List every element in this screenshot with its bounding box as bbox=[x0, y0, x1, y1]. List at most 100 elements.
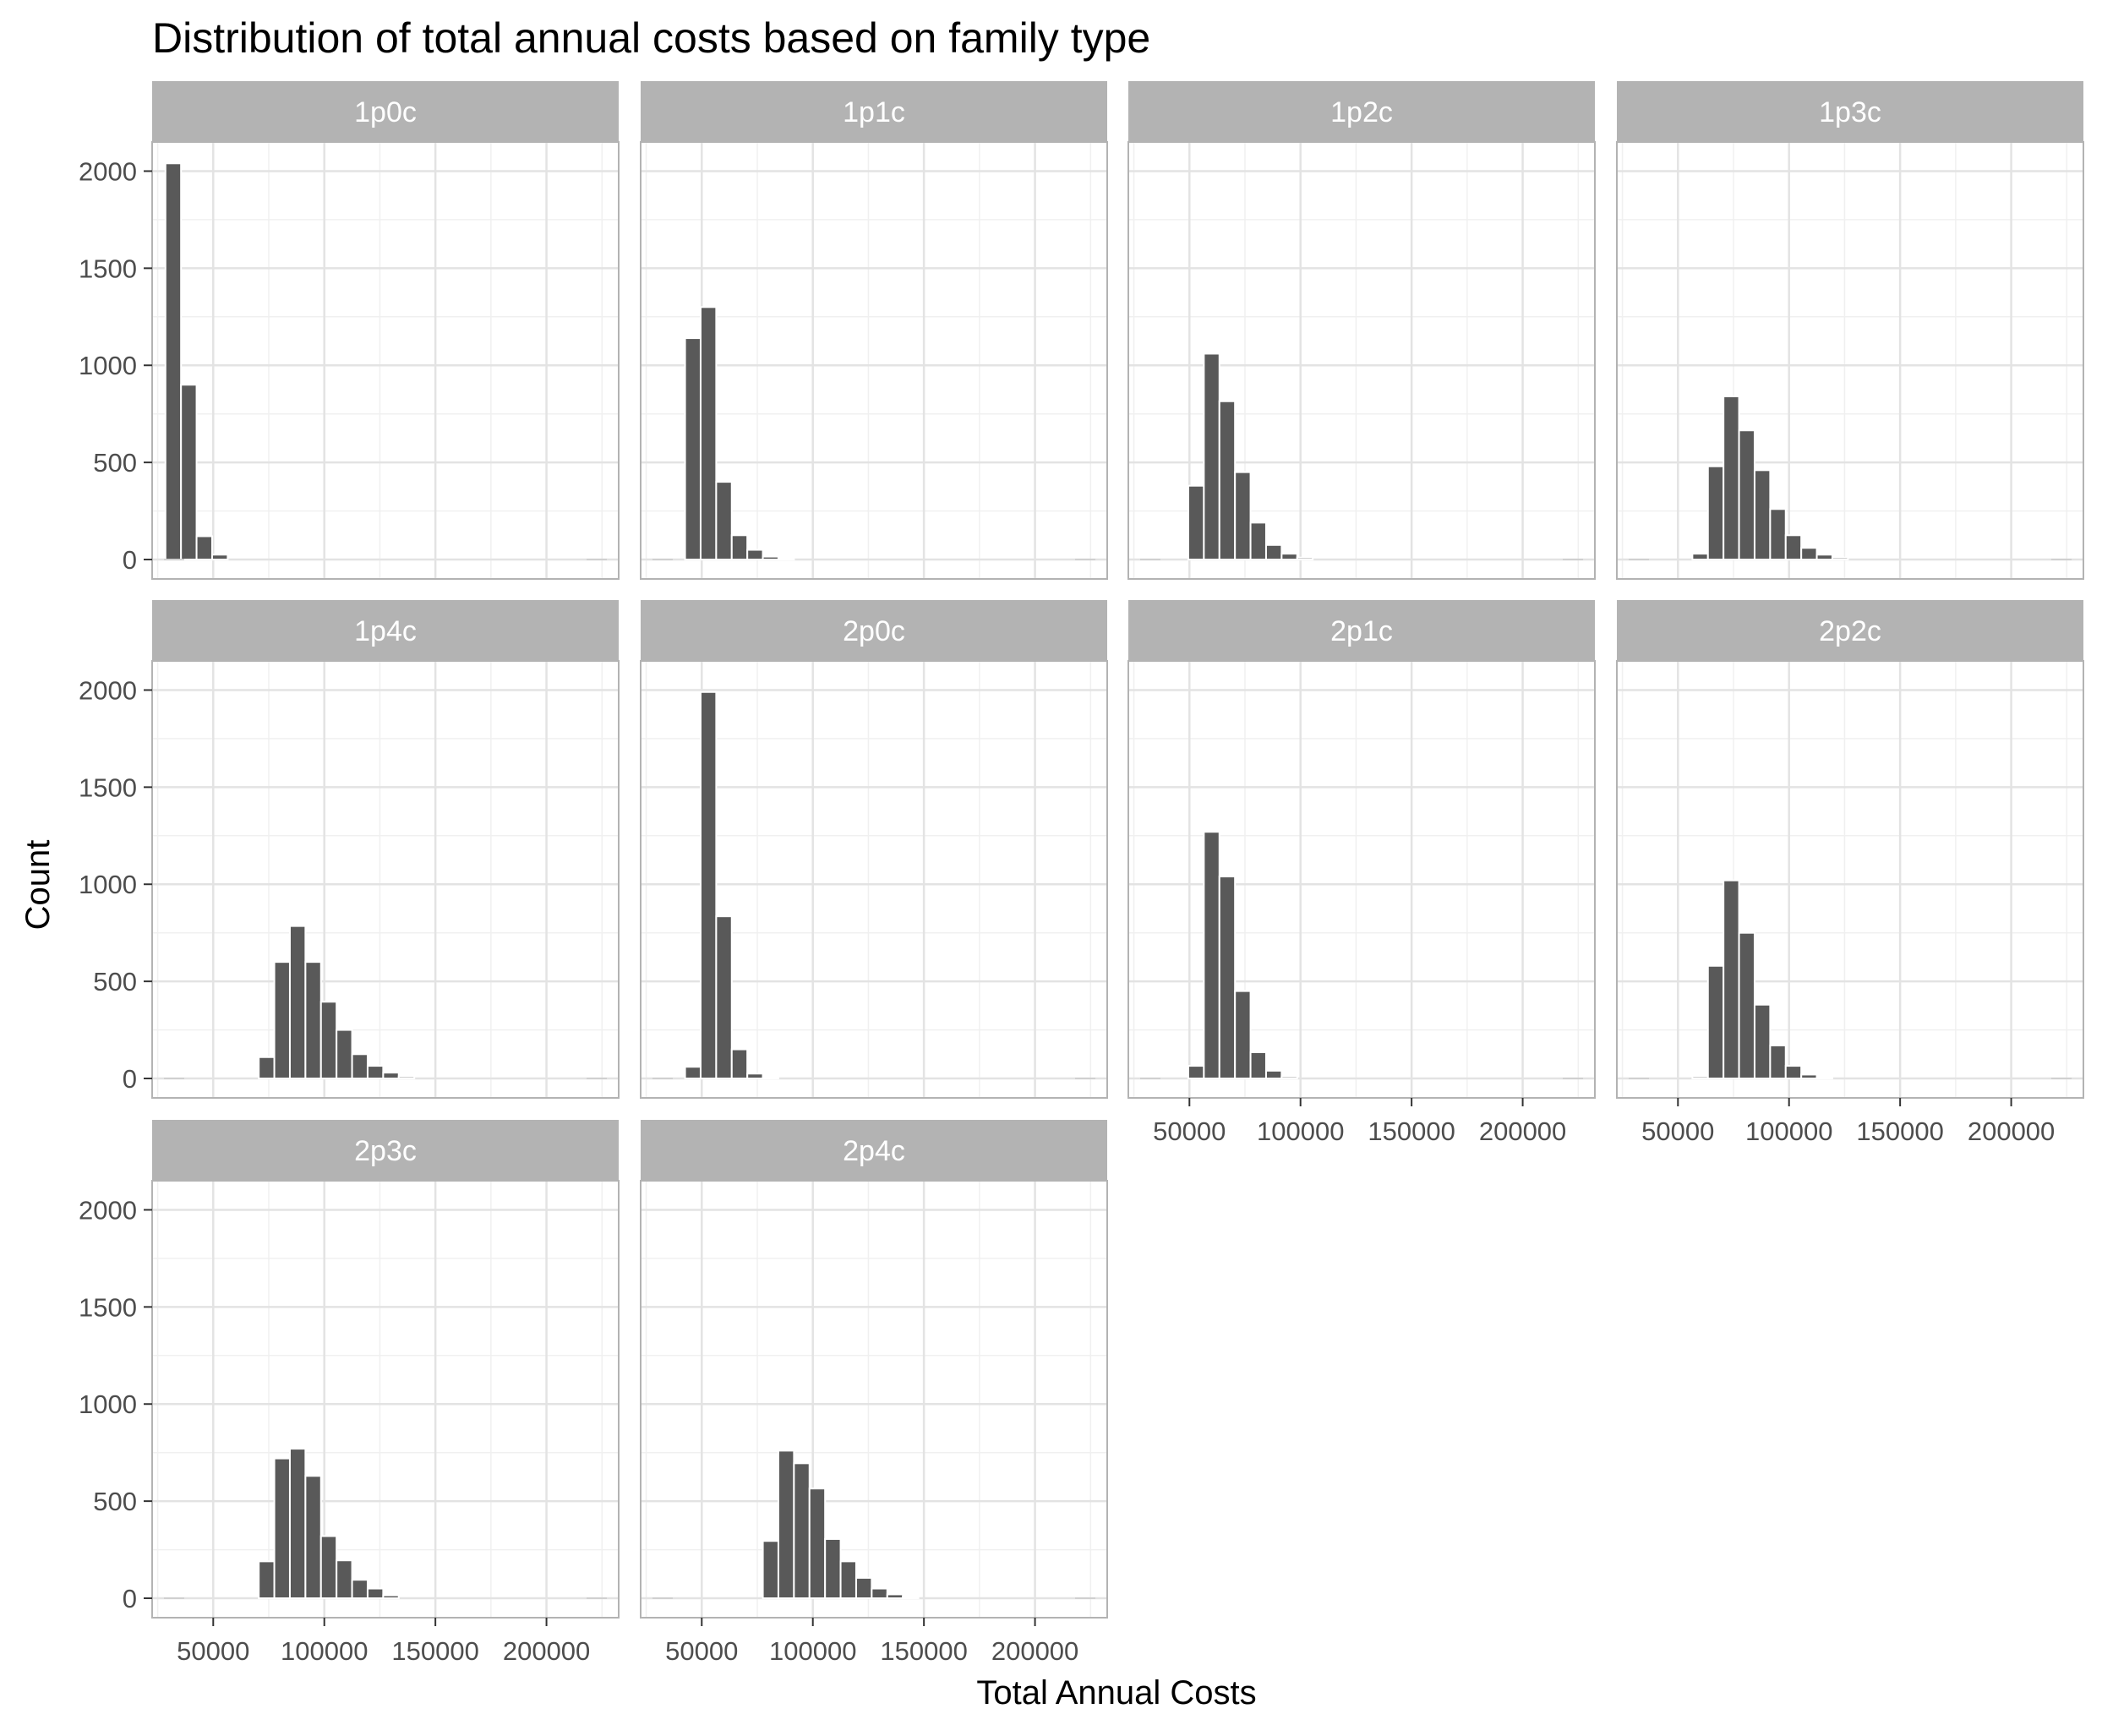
facet-strip bbox=[1617, 600, 2083, 661]
facet-panel-2p2c: 2p2c 50000 100000 150000 200000 bbox=[1616, 600, 2084, 1146]
histogram-bar bbox=[366, 1587, 385, 1600]
histogram-bar bbox=[1218, 400, 1237, 561]
x-tick-label: 50000 bbox=[177, 1636, 249, 1666]
histogram-bar bbox=[1723, 879, 1740, 1080]
histogram-bar bbox=[258, 1560, 276, 1600]
histogram-bar bbox=[1218, 876, 1237, 1080]
y-tick-label: 1000 bbox=[79, 870, 137, 899]
facet-panel-1p3c: 1p3c bbox=[1616, 81, 2084, 580]
facet-strip bbox=[1128, 600, 1595, 661]
histogram-bar bbox=[382, 1072, 400, 1080]
panel-border bbox=[640, 1180, 1108, 1619]
histogram-bar bbox=[1723, 396, 1740, 561]
panel-border bbox=[640, 141, 1108, 580]
panel-background bbox=[1617, 661, 2083, 1098]
histogram-bar bbox=[808, 1488, 827, 1600]
x-tick-label: 200000 bbox=[991, 1636, 1078, 1666]
histogram-bar bbox=[777, 557, 795, 561]
facet-strip-label: 1p1c bbox=[843, 96, 905, 128]
y-tick-label: 500 bbox=[93, 967, 137, 996]
x-tick-label: 200000 bbox=[1479, 1116, 1566, 1146]
histogram-bar bbox=[715, 915, 733, 1080]
histogram-bar bbox=[336, 1559, 353, 1600]
histogram-bar bbox=[382, 1594, 400, 1600]
histogram-bar bbox=[762, 555, 779, 561]
histogram-bar bbox=[180, 384, 198, 561]
histogram-bar bbox=[762, 1540, 779, 1600]
facet-strip bbox=[641, 81, 1107, 142]
x-tick-label: 100000 bbox=[769, 1636, 856, 1666]
facet-panel-2p1c: 2p1c 50000 100000 150000 200000 bbox=[1127, 600, 1596, 1146]
histogram-bar bbox=[397, 1075, 416, 1080]
panel-background bbox=[1617, 142, 2083, 579]
histogram-bar bbox=[1706, 465, 1725, 561]
facet-strip bbox=[641, 1120, 1107, 1181]
y-tick-label: 1500 bbox=[79, 254, 137, 283]
panel-background bbox=[152, 661, 619, 1098]
facet-strip bbox=[152, 81, 619, 142]
panel-background bbox=[152, 1181, 619, 1618]
histogram-bar bbox=[1187, 1065, 1205, 1080]
panel-border bbox=[1127, 660, 1596, 1099]
histogram-bar bbox=[699, 306, 718, 561]
panel-background bbox=[641, 1181, 1107, 1618]
histogram-bar bbox=[715, 481, 733, 561]
histogram-bar bbox=[777, 1449, 795, 1600]
histogram-bar bbox=[699, 691, 718, 1080]
facet-strip-label: 2p0c bbox=[843, 615, 905, 647]
histogram-bar bbox=[1264, 543, 1283, 561]
histogram-bar bbox=[1280, 553, 1298, 561]
y-tick-label: 2000 bbox=[79, 675, 137, 705]
facet-panel-1p2c: 1p2c bbox=[1127, 81, 1596, 580]
y-tick-label: 2000 bbox=[79, 156, 137, 186]
histogram-bar bbox=[902, 1596, 920, 1600]
histogram-bar bbox=[1264, 1069, 1283, 1080]
panel-border bbox=[1127, 141, 1596, 580]
facet-strip bbox=[152, 1120, 619, 1181]
histogram-bar bbox=[746, 549, 764, 561]
facet-panel-2p3c: 2p3c 0 500 1000 1500 2000 50000 100000 150000 200… bbox=[79, 1120, 620, 1666]
histogram-bar bbox=[746, 1073, 764, 1080]
histogram-bar bbox=[1187, 484, 1205, 561]
y-axis-label: Count bbox=[19, 840, 57, 931]
histogram-bar bbox=[1784, 1065, 1803, 1080]
facet-strip-label: 2p2c bbox=[1819, 615, 1881, 647]
histogram-bar bbox=[351, 1053, 369, 1080]
facet-panel-2p4c: 2p4c 50000 100000 150000 200000 bbox=[640, 1120, 1108, 1666]
y-tick-label: 1500 bbox=[79, 1292, 137, 1322]
facet-strip bbox=[152, 600, 619, 661]
y-tick-label: 0 bbox=[123, 1584, 137, 1613]
y-tick-label: 1000 bbox=[79, 351, 137, 380]
histogram-bar bbox=[273, 1457, 291, 1600]
histogram-bar bbox=[288, 925, 307, 1080]
x-tick-label: 150000 bbox=[880, 1636, 967, 1666]
histogram-bar bbox=[1738, 429, 1755, 561]
histogram-bar bbox=[824, 1537, 842, 1600]
y-tick-label: 500 bbox=[93, 448, 137, 478]
facet-strip-label: 2p1c bbox=[1330, 615, 1393, 647]
histogram-bar bbox=[273, 961, 291, 1080]
x-tick-label: 100000 bbox=[1257, 1116, 1344, 1146]
facet-panel-1p1c: 1p1c bbox=[640, 81, 1108, 580]
facet-strip bbox=[1617, 81, 2083, 142]
panel-border bbox=[151, 1180, 620, 1619]
histogram-bar bbox=[351, 1579, 369, 1600]
facet-strip-label: 1p3c bbox=[1819, 96, 1881, 128]
histogram-bar bbox=[1249, 1051, 1267, 1080]
histogram-bar bbox=[1815, 554, 1833, 561]
x-axis-label: Total Annual Costs bbox=[976, 1674, 1256, 1711]
histogram-bar bbox=[195, 535, 213, 561]
facet-panel-1p4c: 1p4c 0 500 1000 1500 2000 bbox=[79, 600, 620, 1099]
histogram-bar bbox=[871, 1587, 888, 1600]
histogram-bar bbox=[288, 1448, 307, 1600]
facet-strip bbox=[1128, 81, 1595, 142]
histogram-bar bbox=[1280, 1075, 1298, 1080]
x-tick-label: 50000 bbox=[1641, 1116, 1714, 1146]
histogram-bar bbox=[1691, 1075, 1709, 1080]
facet-panel-2p0c: 2p0c bbox=[640, 600, 1108, 1099]
histogram-bar bbox=[730, 1048, 749, 1080]
histogram-bar bbox=[684, 337, 702, 561]
facet-strip bbox=[641, 600, 1107, 661]
y-tick-label: 2000 bbox=[79, 1195, 137, 1225]
